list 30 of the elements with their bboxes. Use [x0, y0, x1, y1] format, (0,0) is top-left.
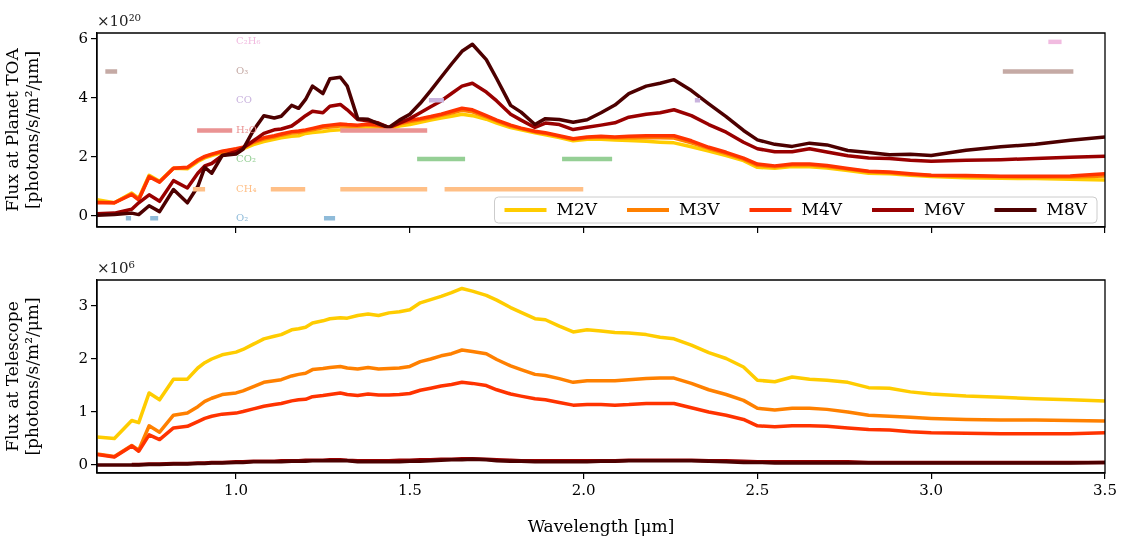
- x-tick-label: 3.5: [1093, 480, 1117, 499]
- y-tick-label: 0: [78, 205, 88, 224]
- y-axis-title: Flux at Telescope [photons/s/m²/μm]: [2, 297, 42, 456]
- y-tick-label: 0: [78, 454, 88, 473]
- y-tick-label: 6: [78, 28, 88, 47]
- x-tick-label: 2.5: [745, 480, 770, 499]
- legend-label: M4V: [801, 199, 843, 220]
- text: CO: [236, 93, 252, 105]
- x-axis-title: Wavelength [μm]: [527, 516, 675, 537]
- y-tick-label: 4: [78, 87, 88, 106]
- text: ×10²⁰: [97, 12, 141, 31]
- legend-label: M6V: [924, 199, 966, 220]
- text: O₃: [236, 64, 249, 76]
- x-tick-label: 1.0: [224, 480, 248, 499]
- y-tick-label: 3: [78, 295, 88, 314]
- legend-label: M8V: [1046, 199, 1088, 220]
- x-tick-label: 3.0: [919, 480, 944, 499]
- text: ×10⁶: [97, 259, 135, 278]
- y-axis-title: Flux at Planet TOA [photons/s/m²/μm]: [2, 47, 42, 212]
- text: O₂: [236, 211, 249, 223]
- legend-label: M3V: [679, 199, 721, 220]
- text: C₂H₆: [236, 35, 261, 47]
- y-tick-label: 2: [78, 146, 88, 165]
- y-tick-label: 1: [78, 401, 88, 420]
- x-tick-label: 2.0: [571, 480, 596, 499]
- x-tick-label: 1.5: [397, 480, 422, 499]
- series-label: CH₄: [236, 182, 257, 194]
- text: CO₂: [236, 152, 256, 164]
- y-tick-label: 2: [78, 348, 88, 367]
- legend-label: M2V: [556, 199, 598, 220]
